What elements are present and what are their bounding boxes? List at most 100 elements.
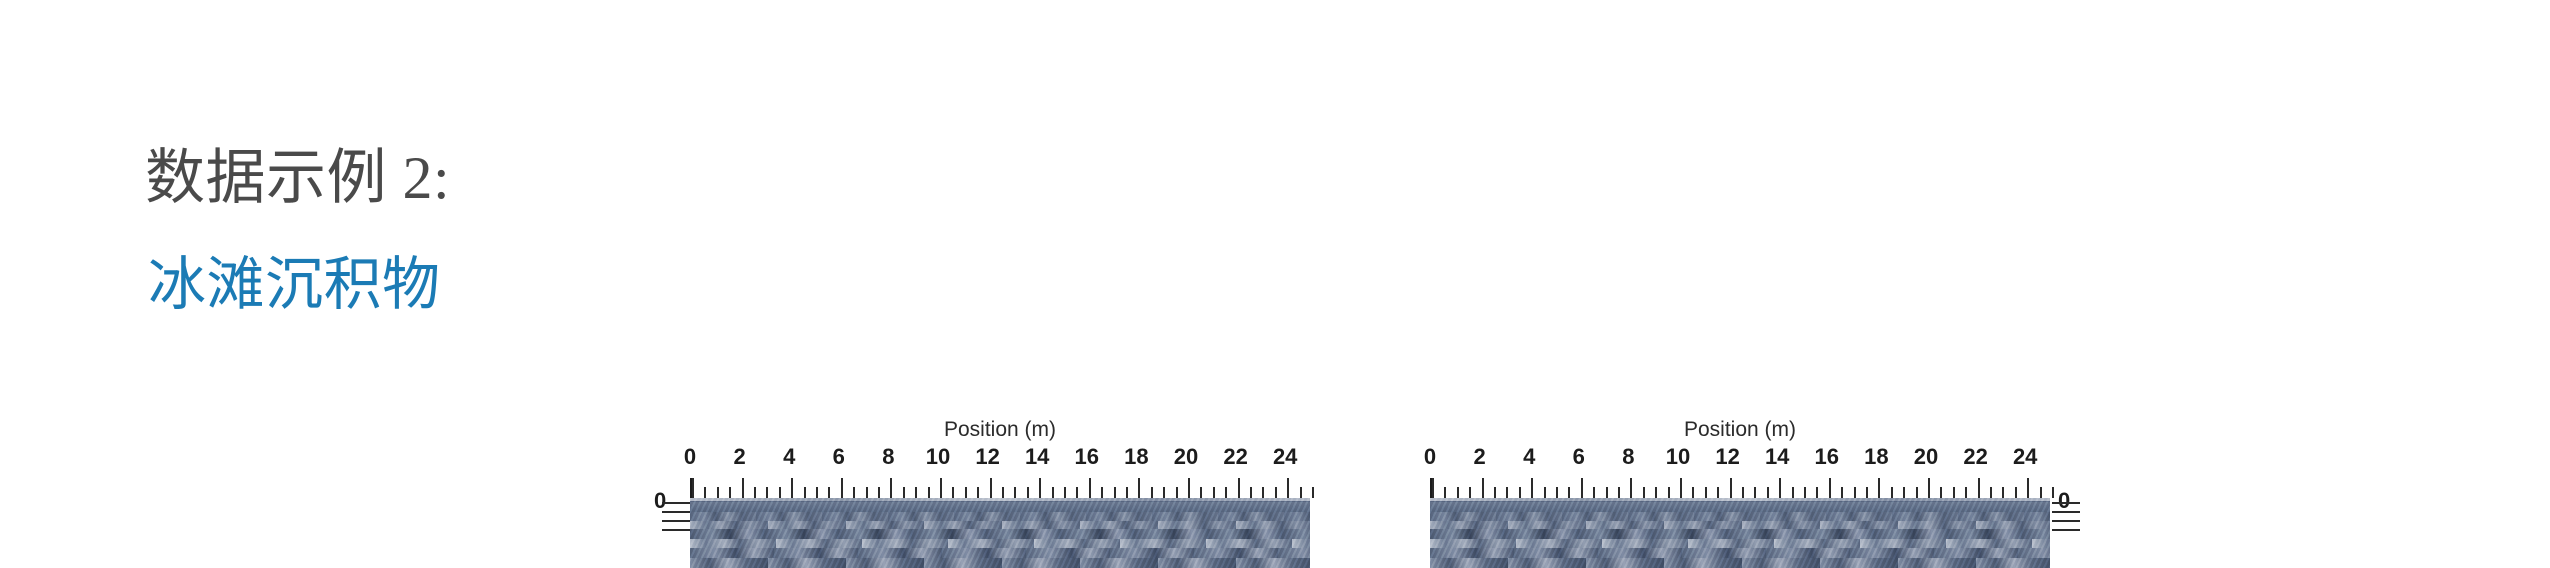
left-minor-tick [1262,487,1265,498]
right-minor-tick [1990,487,1992,498]
left-x-tick-label: 10 [925,444,951,469]
right-minor-tick [1667,487,1670,498]
left-x-tick-label: 24 [1272,444,1298,469]
left-major-tick [890,478,893,498]
right-x-tick-label: 0 [1423,444,1437,469]
left-major-tick [989,478,992,498]
right-minor-tick [1890,487,1893,498]
right-minor-tick [1816,487,1819,498]
left-minor-tick [1212,487,1215,498]
left-depth-ticks [662,502,690,538]
left-radargram-image [690,498,1310,568]
left-minor-tick [1312,487,1314,498]
left-minor-tick [766,487,769,498]
left-major-tick [1138,478,1141,498]
right-minor-tick [1692,487,1695,498]
right-major-tick [1729,478,1732,498]
right-minor-tick [1717,487,1720,498]
left-radargram-panel: Position (m) 0 2 4 6 8 10 12 14 16 18 20 22 24 0 [650,418,1350,568]
right-x-tick-label: 2 [1473,444,1486,469]
right-minor-tick [1518,487,1521,498]
right-x-tick-labels: 0 2 4 6 8 10 12 14 16 18 20 22 24 [1424,444,2050,472]
left-depth-origin-label: 0 [654,488,667,513]
right-minor-tick [1494,487,1496,498]
right-minor-tick [1853,487,1856,498]
right-x-axis-ruler [1430,478,2054,498]
left-x-tick-label: 0 [683,444,697,469]
right-x-tick-label: 16 [1814,444,1840,469]
left-minor-tick [1026,487,1029,498]
left-minor-tick [1014,487,1017,498]
right-minor-tick [1791,487,1794,498]
right-minor-tick [1642,487,1645,498]
left-x-tick-label: 14 [1024,444,1050,469]
right-depth-ticks [2052,502,2080,538]
right-minor-tick [1915,487,1918,498]
right-minor-tick [1444,487,1447,498]
left-minor-tick [1064,487,1066,498]
right-x-tick-label: 24 [2012,444,2038,469]
right-x-tick-label: 4 [1523,444,1536,469]
right-minor-tick [1593,487,1596,498]
left-minor-tick [1126,487,1128,498]
left-major-tick [1188,478,1190,498]
right-minor-tick [1506,487,1509,498]
left-minor-tick [1163,487,1166,498]
right-x-tick-label: 10 [1665,444,1691,469]
right-minor-tick [1841,487,1844,498]
left-axis-title: Position (m) [943,418,1057,441]
right-minor-tick [1456,487,1459,498]
left-minor-tick [977,487,980,498]
left-x-tick-label: 12 [975,444,1000,469]
right-major-tick [1580,478,1583,498]
left-minor-tick [1274,487,1277,498]
right-major-tick [1531,478,1534,498]
left-major-tick [1039,478,1042,498]
left-major-tick [1088,478,1091,498]
right-minor-tick [1940,487,1943,498]
right-minor-tick [1804,487,1806,498]
left-minor-tick [1175,487,1178,498]
right-minor-tick [1754,487,1757,498]
left-minor-tick [1225,487,1228,498]
right-major-tick [1928,478,1930,498]
left-x-tick-label: 18 [1124,444,1149,469]
left-minor-tick [816,487,818,498]
left-x-tick-label: 22 [1223,444,1248,469]
left-x-tick-label: 4 [783,444,796,469]
left-x-tick-label: 20 [1173,444,1199,469]
right-major-tick [1481,478,1484,498]
left-minor-tick [828,487,831,498]
left-minor-tick [952,487,955,498]
left-minor-tick [1002,487,1004,498]
left-major-tick [741,478,744,498]
left-minor-tick [878,487,880,498]
left-major-tick [692,478,694,498]
right-major-tick [1779,478,1782,498]
right-major-tick [1630,478,1633,498]
left-minor-tick [1250,487,1252,498]
right-minor-tick [1704,487,1707,498]
left-minor-tick [1113,487,1116,498]
right-minor-tick [1965,487,1968,498]
left-minor-tick [902,487,905,498]
right-minor-tick [1605,487,1608,498]
right-minor-tick [1655,487,1658,498]
right-minor-tick [1568,487,1571,498]
right-minor-tick [2014,487,2017,498]
right-major-tick [1828,478,1831,498]
right-axis-title: Position (m) [1683,418,1797,441]
right-minor-tick [1952,487,1955,498]
left-minor-tick [1076,487,1079,498]
right-major-tick [1878,478,1881,498]
left-minor-tick [1200,487,1203,498]
left-minor-tick [853,487,856,498]
left-major-tick [940,478,942,498]
left-major-tick [840,478,843,498]
left-minor-tick [1299,487,1302,498]
left-minor-tick [729,487,732,498]
left-x-axis-ruler [690,478,1314,498]
left-major-tick [791,478,794,498]
left-minor-tick [1051,487,1054,498]
left-x-tick-label: 16 [1074,444,1100,469]
